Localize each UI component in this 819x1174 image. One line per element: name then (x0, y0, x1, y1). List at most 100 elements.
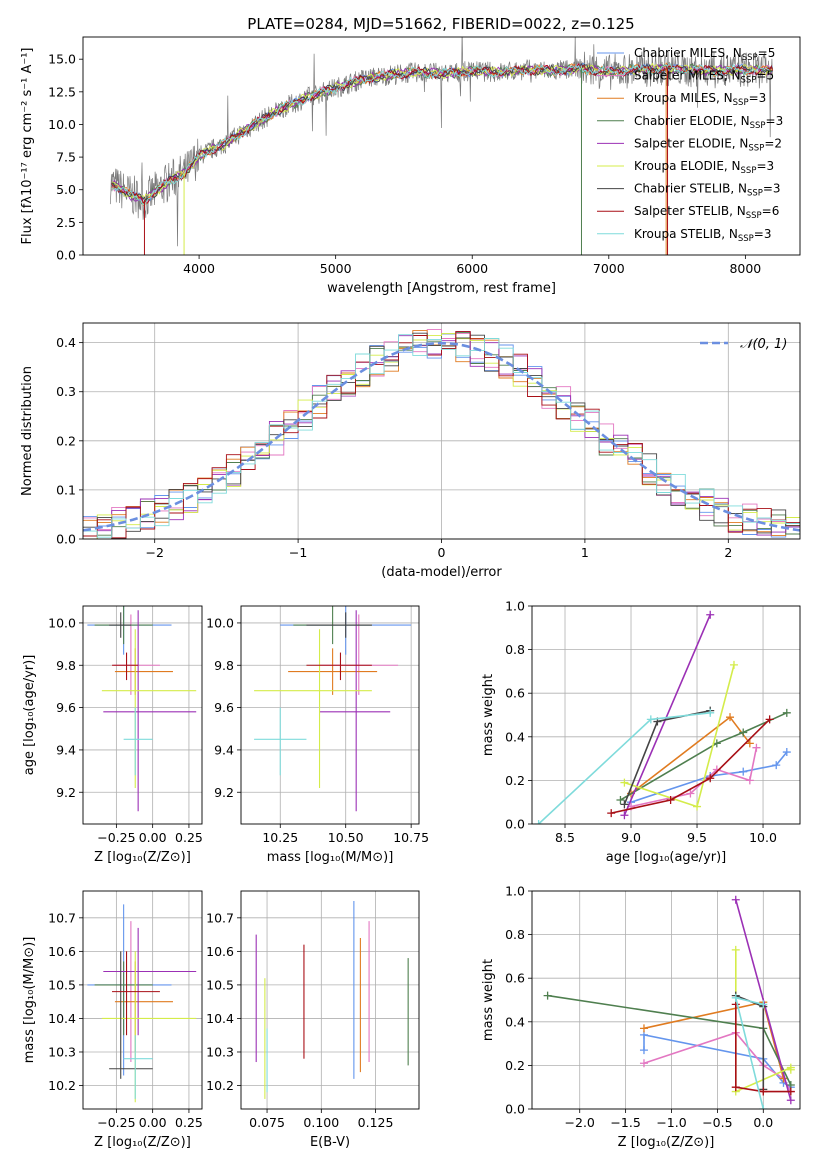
y-tick-label: 0.2 (56, 433, 76, 448)
y-tick-label: 15.0 (48, 52, 76, 67)
y-tick-label: 0.2 (505, 1058, 525, 1073)
hist-step-salpeter-stelib (83, 331, 800, 539)
x-tick-label: 6000 (456, 261, 488, 276)
x-tick-label: 0.25 (175, 830, 203, 845)
panel-mass-vs-ebv: 0.075 0.100 0.125 10.2 10.3 10.4 10.5 10.6 10.7 E… (206, 890, 420, 1150)
y-tick-label: 10.6 (48, 944, 76, 959)
x-tick-label: −0.5 (702, 1115, 732, 1130)
point-marker (786, 1087, 795, 1096)
y-axis-label: Normed distribution (20, 366, 35, 496)
point-marker (745, 739, 754, 748)
x-axis-label: Z [log₁₀(Z/Z⊙)] (618, 1135, 715, 1150)
y-axis-label: age [log₁₀(age/yr)] (22, 655, 37, 776)
legend-label: Kroupa STELIB, NSSP=3 (634, 227, 772, 244)
point-marker (706, 774, 715, 783)
y-tick-label: 5.0 (56, 182, 76, 197)
y-axis-label: mass weight (481, 959, 496, 1041)
x-tick-label: 0 (438, 545, 446, 560)
x-tick-label: 0.125 (358, 1115, 394, 1130)
model-line-salpeter-stelib (111, 62, 774, 205)
x-tick-label: 1 (581, 545, 589, 560)
legend-label: Salpeter ELODIE, NSSP=2 (634, 136, 782, 153)
panel-weight-vs-z: −2.0 −1.5 −1.0 −0.5 0.0 0.0 0.2 0.4 0.6 0.8 1.0 Z [… (481, 884, 801, 1150)
y-tick-label: 2.5 (56, 215, 76, 230)
y-tick-label: 9.4 (214, 742, 234, 757)
point-marker (706, 610, 715, 619)
x-tick-label: −2 (145, 545, 163, 560)
y-tick-label: 10.5 (48, 977, 76, 992)
panel-age-vs-z: −0.25 0.00 0.25 9.2 9.4 9.6 9.8 10.0 Z [log₁₀(Z/… (22, 605, 203, 865)
x-tick-label: 5000 (320, 261, 352, 276)
point-marker (752, 743, 761, 752)
plot-area (534, 610, 791, 824)
x-axis-label: (data-model)/error (381, 565, 502, 580)
point-marker (534, 820, 543, 824)
y-tick-label: 9.6 (214, 700, 234, 715)
plot-area (254, 606, 412, 812)
x-tick-label: 2 (724, 545, 732, 560)
point-marker (782, 748, 791, 757)
axes-frame (240, 890, 420, 1110)
legend-label: Chabrier ELODIE, NSSP=3 (634, 114, 783, 131)
panel-spectrum: 4000 5000 6000 7000 8000 0.0 2.5 5.0 7.5 10.0 12.5… (20, 36, 801, 296)
point-marker (729, 660, 738, 669)
point-marker (731, 895, 740, 904)
x-axis-label: wavelength [Angstrom, rest frame] (327, 281, 556, 296)
axes-frame (82, 36, 801, 256)
legend-label: Kroupa MILES, NSSP=3 (634, 91, 766, 108)
y-tick-label: 1.0 (505, 599, 525, 614)
x-tick-label: 10.75 (393, 830, 429, 845)
series-line-salpeter-elodie (735, 899, 792, 1101)
hist-step-chabrier-elodie (83, 332, 800, 539)
y-tick-label: 0.4 (505, 1014, 525, 1029)
point-marker (731, 945, 740, 954)
x-tick-label: −1 (289, 545, 307, 560)
axes-frame (531, 605, 801, 825)
y-tick-label: 10.4 (48, 1011, 76, 1026)
model-line-kroupa-stelib (111, 63, 773, 205)
plot-area (109, 37, 774, 255)
y-tick-label: 10.3 (206, 1044, 234, 1059)
plot-area (87, 904, 197, 1103)
y-tick-label: 10.0 (48, 615, 76, 630)
y-tick-label: 0.6 (505, 971, 525, 986)
y-tick-label: 0.8 (505, 927, 525, 942)
panel-residual-histogram: −2 −1 0 1 2 0.0 0.1 0.2 0.3 0.4 (data-model)/error… (20, 322, 801, 580)
model-line-chabrier-miles (111, 63, 773, 202)
y-tick-label: 0.1 (56, 482, 76, 497)
panel-weight-vs-age: 8.5 9.0 9.5 10.0 0.0 0.2 0.4 0.6 0.8 1.0 age [log₁… (481, 599, 801, 865)
point-marker (759, 1105, 768, 1109)
point-marker (639, 1024, 648, 1033)
x-tick-label: −1.5 (610, 1115, 640, 1130)
legend-label: 𝒩(0, 1) (740, 337, 787, 352)
point-marker (745, 776, 754, 785)
plot-area (87, 606, 197, 812)
x-tick-label: 0.0 (753, 1115, 773, 1130)
plot-area (83, 329, 800, 539)
legend-label: Chabrier STELIB, NSSP=3 (634, 182, 781, 199)
y-tick-label: 0.8 (505, 642, 525, 657)
legend-label: Salpeter MILES, NSSP=5 (634, 69, 774, 86)
panel-mass-vs-z: −0.25 0.00 0.25 10.2 10.3 10.4 10.5 10.6 10.7 Z [… (22, 890, 203, 1150)
y-tick-label: 0.0 (56, 532, 76, 547)
point-marker (646, 715, 655, 724)
x-tick-label: −0.25 (97, 830, 135, 845)
x-axis-label: Z [log₁₀(Z/Z⊙)] (94, 1135, 191, 1150)
point-marker (693, 802, 702, 811)
y-axis-label: mass [log₁₀(M/M⊙)] (22, 937, 37, 1064)
x-tick-label: 0.00 (139, 1115, 167, 1130)
point-marker (765, 715, 774, 724)
point-marker (620, 778, 629, 787)
y-tick-label: 0.0 (505, 1102, 525, 1117)
series-line-chabrier-stelib (735, 994, 765, 1090)
y-tick-label: 0.2 (505, 773, 525, 788)
x-tick-label: 0.00 (139, 830, 167, 845)
y-axis-label: Flux [fλ10⁻¹⁷ erg cm⁻² s⁻¹ A⁻¹] (20, 48, 35, 245)
normal-curve (83, 341, 800, 532)
y-tick-label: 10.0 (48, 117, 76, 132)
x-tick-label: 8000 (729, 261, 761, 276)
y-tick-label: 10.0 (206, 615, 234, 630)
point-marker (639, 1059, 648, 1068)
y-tick-label: 10.2 (48, 1078, 76, 1093)
x-tick-label: 8.5 (555, 830, 575, 845)
